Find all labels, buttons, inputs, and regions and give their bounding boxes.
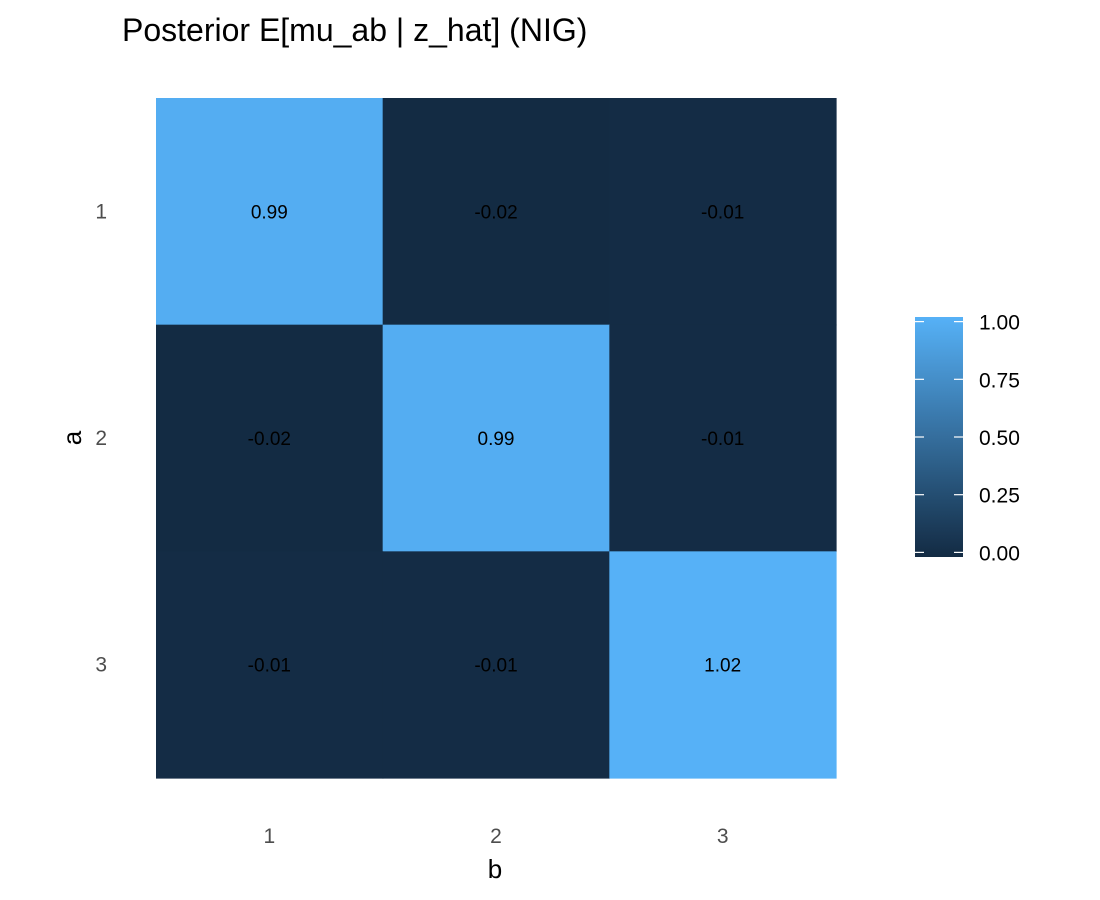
heatmap-cell-labels: 0.99 -0.02 -0.01 -0.02 0.99 -0.01 -0.01 -0.01 1.… xyxy=(248,202,745,676)
cell-value-label: -0.01 xyxy=(701,202,744,223)
x-tick-label: 3 xyxy=(717,825,729,848)
legend-break-label: 0.50 xyxy=(979,427,1020,450)
cell-value-label: 0.99 xyxy=(251,202,288,223)
y-tick-label: 1 xyxy=(95,200,107,223)
x-tick-label: 2 xyxy=(490,825,502,848)
heatmap-cell-a1-b1 xyxy=(156,98,384,326)
heatmap-cell-a3-b3 xyxy=(609,551,837,779)
legend-break-label: 1.00 xyxy=(979,312,1020,335)
y-axis-tick-labels: 1 2 3 xyxy=(95,200,107,676)
x-axis-tick-labels: 1 2 3 xyxy=(263,825,728,848)
y-axis-title: a xyxy=(57,430,87,445)
legend-break-label: 0.00 xyxy=(979,542,1020,565)
cell-value-label: -0.02 xyxy=(248,429,291,450)
cell-value-label: -0.01 xyxy=(474,656,517,677)
cell-value-label: -0.01 xyxy=(248,656,291,677)
heatmap-cell-a3-b2 xyxy=(382,551,610,779)
heatmap-cell-a1-b3 xyxy=(609,98,837,326)
heatmap-cells xyxy=(156,98,837,779)
cell-value-label: -0.02 xyxy=(474,202,517,223)
y-tick-label: 2 xyxy=(95,427,107,450)
legend-break-label: 0.25 xyxy=(979,485,1020,508)
x-tick-label: 1 xyxy=(263,825,275,848)
color-legend: 0.00 0.25 0.50 0.75 1.00 xyxy=(915,312,1020,565)
cell-value-label: 1.02 xyxy=(704,656,741,677)
heatmap-cell-a2-b2 xyxy=(382,324,610,552)
chart-title: Posterior E[mu_ab | z_hat] (NIG) xyxy=(122,12,587,48)
cell-value-label: 0.99 xyxy=(478,429,515,450)
cell-value-label: -0.01 xyxy=(701,429,744,450)
heatmap-cell-a3-b1 xyxy=(156,551,384,779)
y-tick-label: 3 xyxy=(95,654,107,677)
x-axis-title: b xyxy=(488,854,502,884)
heatmap-cell-a1-b2 xyxy=(382,98,610,326)
heatmap-cell-a2-b1 xyxy=(156,324,384,552)
legend-break-label: 0.75 xyxy=(979,369,1020,392)
heatmap-cell-a2-b3 xyxy=(609,324,837,552)
